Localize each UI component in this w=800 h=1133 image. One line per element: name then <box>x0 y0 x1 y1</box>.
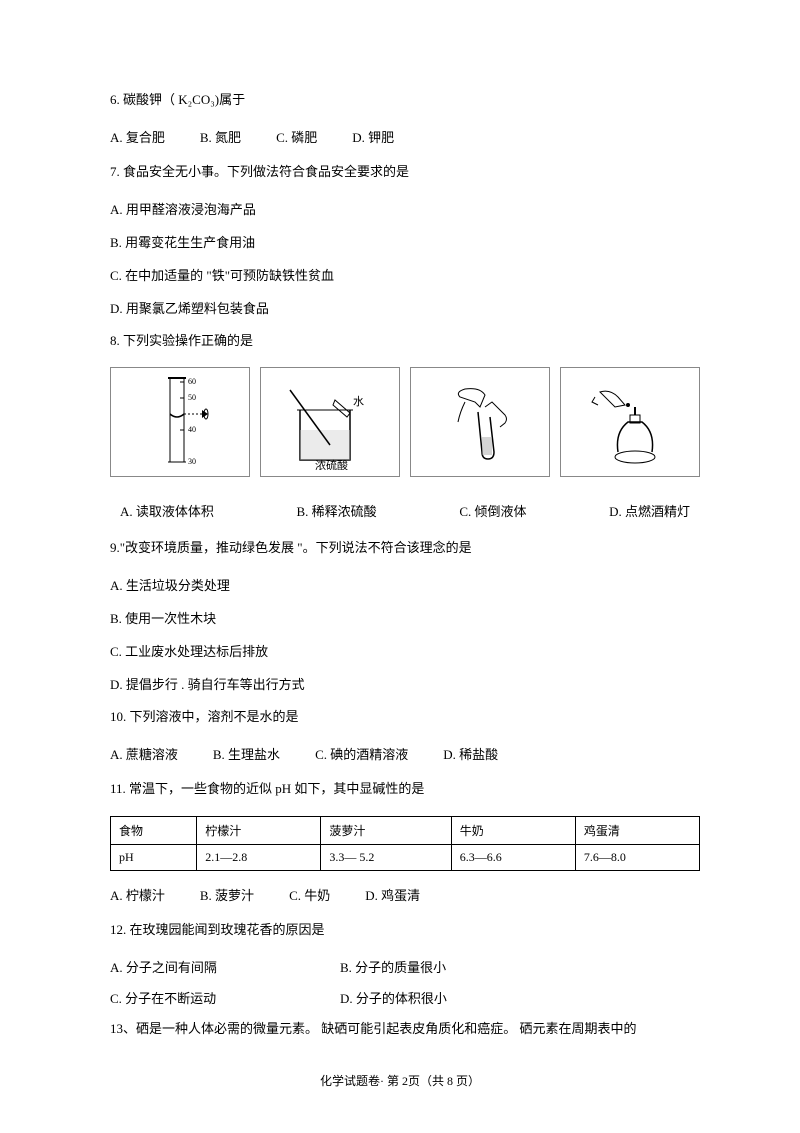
q7-opt-b: B. 用霉变花生生产食用油 <box>110 232 700 251</box>
q11-opt-a: A. 柠檬汁 <box>110 885 165 904</box>
svg-text:40: 40 <box>188 425 196 434</box>
q7-opt-a: A. 用甲醛溶液浸泡海产品 <box>110 199 700 218</box>
q12-stem: 12. 在玫瑰园能闻到玫瑰花香的原因是 <box>110 920 700 941</box>
q9-opt-a: A. 生活垃圾分类处理 <box>110 575 700 594</box>
q8-img-d <box>560 367 700 477</box>
q8-stem: 8. 下列实验操作正确的是 <box>110 331 700 352</box>
q11-th-lemon: 柠檬汁 <box>197 816 321 844</box>
q12-opt-b: B. 分子的质量很小 <box>340 957 446 976</box>
svg-text:浓硫酸: 浓硫酸 <box>315 458 348 470</box>
svg-text:30: 30 <box>188 457 196 466</box>
q9-opt-b: B. 使用一次性木块 <box>110 608 700 627</box>
q10-stem: 10. 下列溶液中，溶剂不是水的是 <box>110 707 700 728</box>
q9-opt-c: C. 工业废水处理达标后排放 <box>110 641 700 660</box>
q8-img-c <box>410 367 550 477</box>
q11-td-lemon: 2.1—2.8 <box>197 844 321 870</box>
q11-th-pineapple: 菠萝汁 <box>321 816 451 844</box>
q9-opt-d: D. 提倡步行 . 骑自行车等出行方式 <box>110 674 700 693</box>
q11-options: A. 柠檬汁 B. 菠萝汁 C. 牛奶 D. 鸡蛋清 <box>110 885 700 904</box>
q10-options: A. 蔗糖溶液 B. 生理盐水 C. 碘的酒精溶液 D. 稀盐酸 <box>110 744 700 763</box>
q8-opt-b: B. 稀释浓硫酸 <box>297 501 377 520</box>
alcohol-lamp-icon <box>580 377 680 467</box>
svg-text:50: 50 <box>188 393 196 402</box>
q6-opt-d: D. 钾肥 <box>352 127 394 146</box>
q12-row1: A. 分子之间有间隔 B. 分子的质量很小 <box>110 957 700 976</box>
q8-images: 60 50 40 30 水 浓硫酸 <box>110 367 700 477</box>
q7-opt-d: D. 用聚氯乙烯塑料包装食品 <box>110 298 700 317</box>
svg-text:60: 60 <box>188 377 196 386</box>
q7-opt-c: C. 在中加适量的 "铁"可预防缺铁性贫血 <box>110 265 700 284</box>
q6-stem: 6. 碳酸钾（ K₂CO₃)属于 <box>110 90 700 111</box>
q11-td-egg: 7.6—8.0 <box>575 844 699 870</box>
q10-opt-d: D. 稀盐酸 <box>443 744 498 763</box>
q11-opt-b: B. 菠萝汁 <box>200 885 254 904</box>
cylinder-icon: 60 50 40 30 <box>150 372 210 472</box>
q10-opt-b: B. 生理盐水 <box>213 744 280 763</box>
q6-opt-b: B. 氮肥 <box>200 127 241 146</box>
q7-stem: 7. 食品安全无小事。下列做法符合食品安全要求的是 <box>110 162 700 183</box>
q11-stem: 11. 常温下，一些食物的近似 pH 如下，其中显碱性的是 <box>110 779 700 800</box>
page-footer: 化学试题卷· 第 2页（共 8 页） <box>0 1072 800 1089</box>
q8-options: A. 读取液体体积 B. 稀释浓硫酸 C. 倾倒液体 D. 点燃酒精灯 <box>110 501 700 520</box>
q11-opt-c: C. 牛奶 <box>289 885 330 904</box>
q11-td-ph: pH <box>111 844 197 870</box>
q8-img-b: 水 浓硫酸 <box>260 367 400 477</box>
q12-row2: C. 分子在不断运动 D. 分子的体积很小 <box>110 988 700 1007</box>
q10-opt-c: C. 碘的酒精溶液 <box>315 744 408 763</box>
q11-table: 食物 柠檬汁 菠萝汁 牛奶 鸡蛋清 pH 2.1—2.8 3.3— 5.2 6.… <box>110 816 700 871</box>
q6-opt-c: C. 磷肥 <box>276 127 317 146</box>
q8-opt-c: C. 倾倒液体 <box>459 501 526 520</box>
beaker-icon: 水 浓硫酸 <box>275 375 385 470</box>
q8-opt-d: D. 点燃酒精灯 <box>609 501 690 520</box>
q11-td-pineapple: 3.3— 5.2 <box>321 844 451 870</box>
q6-opt-a: A. 复合肥 <box>110 127 165 146</box>
q12-opt-a: A. 分子之间有间隔 <box>110 957 340 976</box>
pour-tube-icon <box>430 377 530 467</box>
q8-opt-a: A. 读取液体体积 <box>120 501 214 520</box>
q9-stem: 9."改变环境质量，推动绿色发展 "。下列说法不符合该理念的是 <box>110 538 700 559</box>
q12-opt-c: C. 分子在不断运动 <box>110 988 340 1007</box>
q11-th-food: 食物 <box>111 816 197 844</box>
q11-td-milk: 6.3—6.6 <box>451 844 575 870</box>
q11-opt-d: D. 鸡蛋清 <box>365 885 420 904</box>
q11-th-egg: 鸡蛋清 <box>575 816 699 844</box>
q10-opt-a: A. 蔗糖溶液 <box>110 744 178 763</box>
q12-opt-d: D. 分子的体积很小 <box>340 988 447 1007</box>
q11-th-milk: 牛奶 <box>451 816 575 844</box>
q13-stem: 13、硒是一种人体必需的微量元素。 缺硒可能引起表皮角质化和癌症。 硒元素在周期… <box>110 1019 700 1040</box>
svg-text:水: 水 <box>353 395 364 408</box>
q6-options: A. 复合肥 B. 氮肥 C. 磷肥 D. 钾肥 <box>110 127 700 146</box>
q8-img-a: 60 50 40 30 <box>110 367 250 477</box>
